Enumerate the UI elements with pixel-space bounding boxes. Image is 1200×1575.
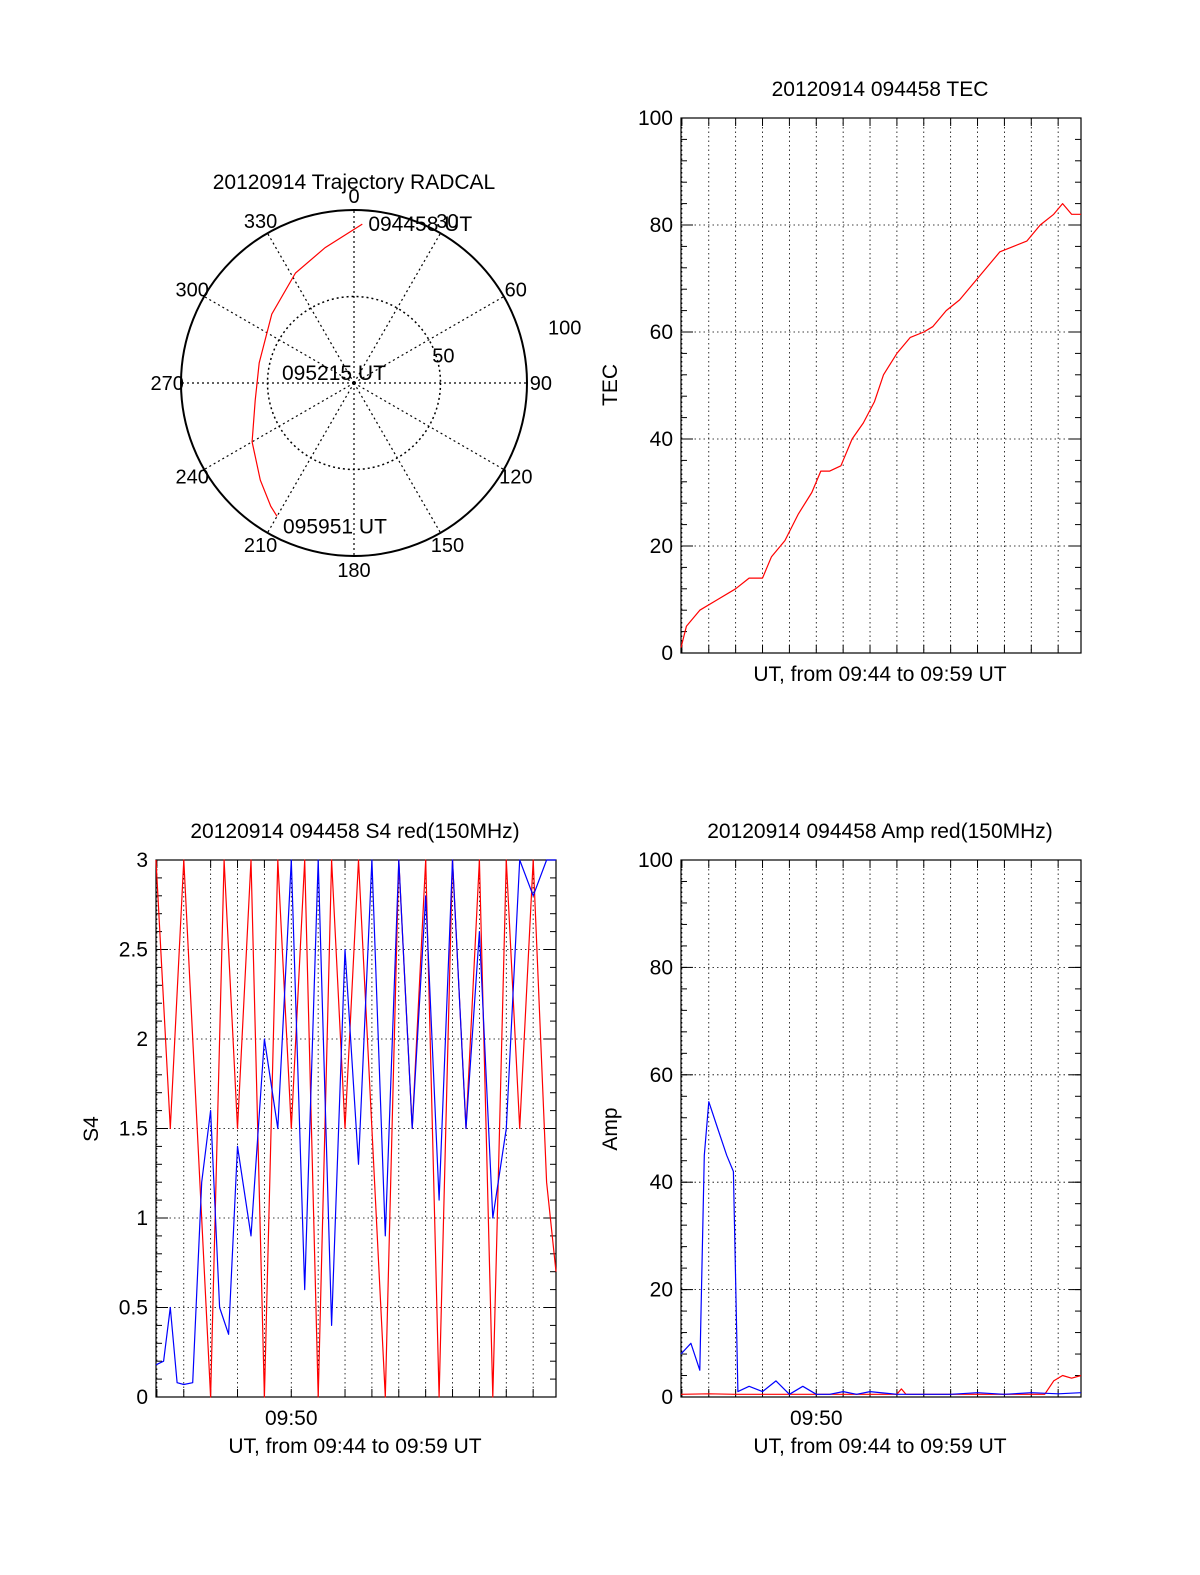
trajectory-annotations: 094458 UT 095215 UT 095951 UT (282, 213, 472, 538)
amp-panel: 20120914 094458 Amp red(150MHz) UT, from… (599, 820, 1082, 1458)
trajectory-angle-label-210: 210 (244, 535, 277, 557)
trajectory-angle-label-30: 30 (436, 211, 458, 233)
trajectory-spoke-120 (353, 382, 505, 471)
trajectory-radial-labels: 50 100 (432, 317, 581, 367)
s4-series-0 (155, 859, 557, 1398)
amp-ticks: 0 20 40 60 80 100 09:50 (638, 849, 1082, 1430)
s4-ytick-label: 2.5 (119, 939, 148, 962)
s4-ytick-label: 1.5 (119, 1118, 148, 1141)
s4-ytick-label: 0 (136, 1386, 148, 1409)
trajectory-spoke-60 (353, 295, 505, 384)
s4-series (155, 859, 557, 1398)
amp-xtick-label: 09:50 (790, 1407, 843, 1430)
trajectory-panel: 20120914 Trajectory RADCAL 0 30 60 90 120 150… (150, 171, 581, 582)
trajectory-spoke-330 (266, 232, 355, 384)
tec-xlabel: UT, from 09:44 to 09:59 UT (753, 663, 1006, 686)
trajectory-radial-label-50: 50 (432, 345, 454, 367)
s4-panel: 20120914 094458 S4 red(150MHz) UT, from … (80, 820, 557, 1458)
amp-ylabel: Amp (599, 1107, 622, 1150)
tec-ytick-label: 60 (650, 321, 673, 344)
amp-ytick-label: 100 (638, 849, 673, 872)
tec-ytick-label: 0 (661, 642, 673, 665)
amp-title: 20120914 094458 Amp red(150MHz) (707, 820, 1053, 843)
trajectory-angle-label-180: 180 (337, 560, 370, 582)
tec-ticks: 0 20 40 60 80 100 (638, 107, 1082, 665)
s4-grid (156, 860, 556, 1397)
trajectory-track (251, 223, 363, 517)
tec-ytick-label: 40 (650, 428, 673, 451)
trajectory-angle-labels: 0 30 60 90 120 150 180 210 240 270 300 330 (150, 186, 551, 582)
trajectory-spoke-150 (353, 382, 442, 534)
trajectory-angle-label-270: 270 (150, 373, 183, 395)
s4-frame (155, 859, 557, 1398)
amp-series-1 (680, 1101, 1082, 1395)
trajectory-spoke-240 (203, 382, 355, 471)
s4-xlabel: UT, from 09:44 to 09:59 UT (228, 1435, 481, 1458)
amp-ytick-label: 80 (650, 956, 673, 979)
s4-ylabel: S4 (80, 1116, 103, 1142)
amp-ytick-label: 20 (650, 1279, 673, 1302)
trajectory-outer-circle (180, 209, 528, 557)
tec-ytick-label: 100 (638, 107, 673, 130)
trajectory-track-line (251, 223, 363, 517)
tec-panel: 20120914 094458 TEC UT, from 09:44 to 09… (599, 78, 1082, 686)
s4-ytick-label: 2 (136, 1028, 148, 1051)
s4-title: 20120914 094458 S4 red(150MHz) (190, 820, 519, 843)
trajectory-spoke-30 (353, 232, 442, 384)
s4-ytick-label: 1 (136, 1207, 148, 1230)
trajectory-angle-label-120: 120 (499, 466, 532, 488)
amp-series (680, 1101, 1082, 1395)
trajectory-angle-label-300: 300 (176, 280, 209, 302)
trajectory-angle-label-240: 240 (176, 466, 209, 488)
trajectory-angle-label-150: 150 (431, 535, 464, 557)
tec-ytick-label: 20 (650, 535, 673, 558)
tec-ylabel: TEC (599, 364, 622, 406)
trajectory-spoke-300 (203, 295, 355, 384)
trajectory-grid (180, 209, 528, 557)
s4-series-1 (155, 859, 556, 1386)
trajectory-title: 20120914 Trajectory RADCAL (213, 171, 496, 194)
trajectory-angle-label-90: 90 (530, 373, 552, 395)
s4-ytick-label: 3 (136, 849, 148, 872)
trajectory-angle-label-60: 60 (505, 280, 527, 302)
tec-frame (680, 117, 1082, 654)
tec-series-0 (680, 203, 1081, 648)
amp-frame (680, 859, 1082, 1398)
tec-series (680, 203, 1081, 648)
trajectory-radial-label-100: 100 (548, 317, 581, 339)
amp-ytick-label: 0 (661, 1386, 673, 1409)
amp-grid (681, 860, 1081, 1397)
tec-grid (681, 118, 1081, 653)
tec-title: 20120914 094458 TEC (772, 78, 989, 101)
trajectory-angle-label-330: 330 (244, 211, 277, 233)
amp-xlabel: UT, from 09:44 to 09:59 UT (753, 1435, 1006, 1458)
tec-ytick-label: 80 (650, 214, 673, 237)
trajectory-spoke-210 (266, 382, 355, 534)
trajectory-annotation-2: 095951 UT (283, 515, 387, 538)
amp-ytick-label: 40 (650, 1171, 673, 1194)
trajectory-annotation-0: 094458 UT (368, 213, 472, 236)
trajectory-annotation-1: 095215 UT (282, 362, 386, 385)
s4-xtick-label: 09:50 (265, 1407, 318, 1430)
s4-ticks: 0 0.5 1 1.5 2 2.5 3 09:50 (119, 849, 557, 1430)
trajectory-angle-label-0: 0 (348, 186, 359, 208)
amp-ytick-label: 60 (650, 1064, 673, 1087)
s4-ytick-label: 0.5 (119, 1297, 148, 1320)
